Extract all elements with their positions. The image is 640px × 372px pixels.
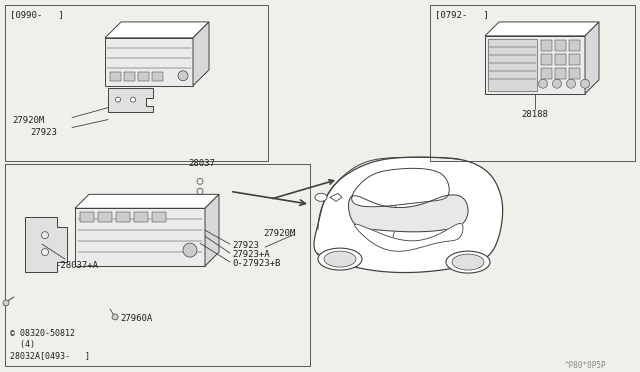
Text: 27923+A: 27923+A: [232, 250, 269, 259]
Polygon shape: [116, 212, 130, 222]
Text: [0990-   ]: [0990- ]: [10, 10, 64, 19]
Polygon shape: [488, 39, 537, 91]
Text: [0792-   ]: [0792- ]: [435, 10, 489, 19]
Polygon shape: [541, 40, 552, 51]
Text: 27920M: 27920M: [12, 116, 44, 125]
Polygon shape: [98, 212, 112, 222]
Circle shape: [552, 79, 561, 88]
Polygon shape: [485, 22, 599, 36]
Polygon shape: [138, 72, 149, 81]
Text: 27923: 27923: [30, 128, 57, 137]
Polygon shape: [193, 22, 209, 86]
Polygon shape: [205, 194, 219, 266]
Polygon shape: [585, 22, 599, 94]
Polygon shape: [485, 36, 585, 94]
Text: 27920M: 27920M: [263, 229, 295, 238]
Text: 27923: 27923: [232, 241, 259, 250]
Text: 27960A: 27960A: [120, 314, 152, 323]
Polygon shape: [105, 38, 193, 86]
Polygon shape: [191, 171, 212, 209]
Ellipse shape: [318, 248, 362, 270]
Text: 28188: 28188: [521, 110, 548, 119]
Polygon shape: [134, 212, 148, 222]
Circle shape: [183, 243, 197, 257]
Polygon shape: [430, 5, 635, 161]
Polygon shape: [355, 224, 463, 251]
Circle shape: [178, 71, 188, 81]
Polygon shape: [80, 212, 94, 222]
Text: 28032A[0493-   ]: 28032A[0493- ]: [10, 351, 90, 360]
Ellipse shape: [446, 251, 490, 273]
Polygon shape: [569, 68, 580, 79]
Polygon shape: [5, 5, 268, 161]
Ellipse shape: [315, 193, 327, 201]
Polygon shape: [25, 217, 67, 272]
Polygon shape: [124, 72, 135, 81]
Circle shape: [42, 232, 49, 239]
Polygon shape: [555, 40, 566, 51]
Polygon shape: [352, 168, 449, 207]
Circle shape: [566, 79, 575, 88]
Polygon shape: [75, 194, 219, 208]
Polygon shape: [555, 68, 566, 79]
Circle shape: [538, 79, 547, 88]
Text: © 08320-50812: © 08320-50812: [10, 329, 75, 338]
Text: 0-27923+B: 0-27923+B: [232, 259, 280, 268]
Polygon shape: [541, 68, 552, 79]
Text: 28037: 28037: [188, 160, 215, 169]
Polygon shape: [555, 54, 566, 65]
Polygon shape: [5, 164, 310, 366]
Polygon shape: [314, 157, 502, 273]
Polygon shape: [349, 195, 468, 232]
Polygon shape: [152, 72, 163, 81]
Text: (4): (4): [10, 340, 35, 349]
Polygon shape: [75, 208, 205, 266]
Polygon shape: [569, 40, 580, 51]
Circle shape: [3, 300, 9, 306]
Circle shape: [42, 248, 49, 256]
Circle shape: [580, 79, 589, 88]
Circle shape: [197, 188, 203, 194]
Polygon shape: [110, 72, 121, 81]
Polygon shape: [330, 193, 342, 201]
Text: ^P80*0P5P: ^P80*0P5P: [565, 361, 607, 370]
Polygon shape: [108, 88, 153, 112]
Polygon shape: [541, 54, 552, 65]
Circle shape: [115, 97, 120, 102]
Ellipse shape: [452, 254, 484, 270]
Circle shape: [197, 179, 203, 185]
Circle shape: [112, 314, 118, 320]
Polygon shape: [105, 22, 209, 38]
Ellipse shape: [324, 251, 356, 267]
Text: -28037+A: -28037+A: [55, 261, 98, 270]
Circle shape: [131, 97, 136, 102]
Polygon shape: [152, 212, 166, 222]
Polygon shape: [569, 54, 580, 65]
